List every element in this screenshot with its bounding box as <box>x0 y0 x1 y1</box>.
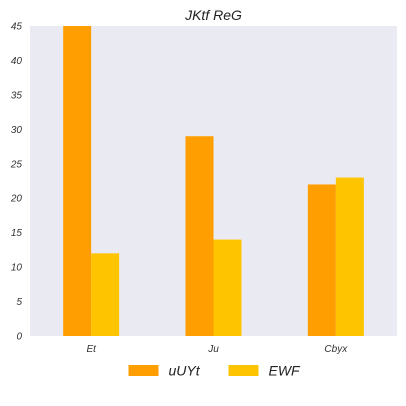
x-tick-label: Cbyx <box>324 344 348 355</box>
legend-swatch-uUYt <box>128 365 159 376</box>
x-tick-label: Ju <box>207 344 219 355</box>
y-tick-label: 20 <box>10 194 23 205</box>
legend-label: EWF <box>269 363 302 379</box>
legend: uUYt EWF <box>128 363 302 379</box>
y-tick-label: 40 <box>11 56 23 67</box>
y-tick-label: 30 <box>11 125 23 136</box>
y-tick-label: 35 <box>11 90 23 101</box>
y-tick-label: 5 <box>16 297 22 308</box>
y-tick-label: 10 <box>11 263 23 274</box>
y-tick-label: 45 <box>11 22 23 33</box>
legend-label: uUYt <box>169 363 201 379</box>
y-axis: 0 5 10 15 20 25 30 35 40 45 <box>10 22 23 343</box>
y-tick-label: 15 <box>11 228 23 239</box>
chart-title: JKtf ReG <box>184 7 242 23</box>
bar-uUYt-Et <box>63 26 92 336</box>
y-tick-label: 25 <box>10 159 23 170</box>
bar-EWF-Et <box>91 253 120 336</box>
x-tick-label: Et <box>86 344 97 355</box>
x-axis: Et Ju Cbyx <box>86 344 348 355</box>
legend-swatch-EWF <box>228 365 259 376</box>
y-tick-label: 0 <box>16 332 22 343</box>
bar-EWF-Ju <box>213 239 242 336</box>
bar-uUYt-Ju <box>185 136 214 336</box>
bar-EWF-Cbyx <box>335 177 364 336</box>
bars <box>63 26 364 336</box>
bar-uUYt-Cbyx <box>307 184 336 336</box>
